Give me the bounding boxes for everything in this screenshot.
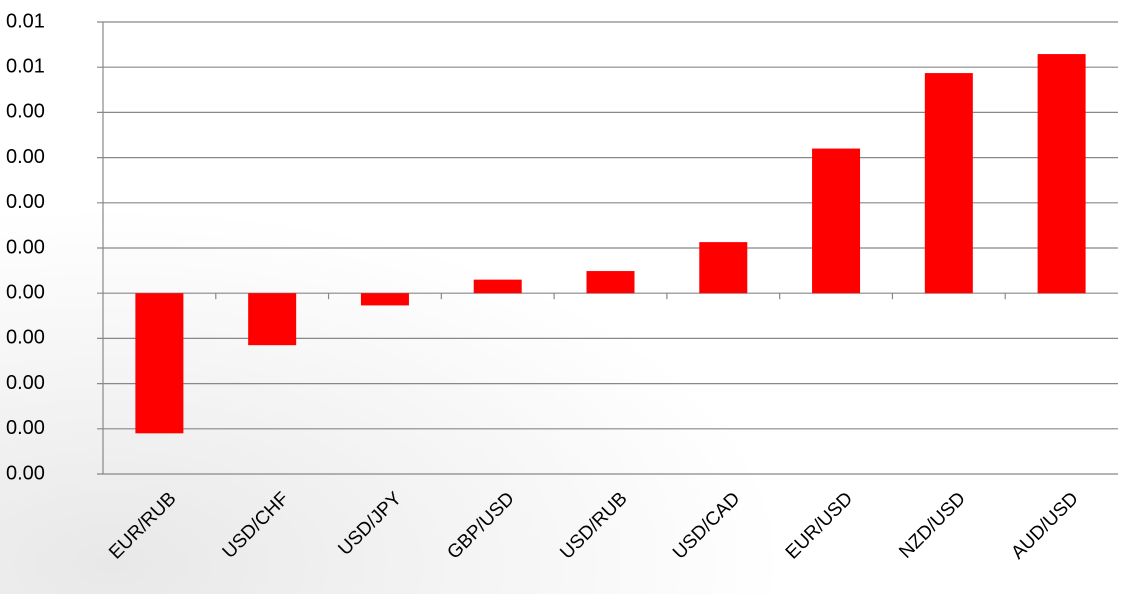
bar bbox=[135, 293, 184, 434]
bar bbox=[1037, 54, 1086, 294]
y-tick-label: 0.00 bbox=[6, 236, 45, 258]
y-tick-label: 0.00 bbox=[6, 101, 45, 123]
bar bbox=[473, 279, 522, 294]
y-tick-label: 0.00 bbox=[6, 372, 45, 394]
bar bbox=[699, 242, 748, 294]
y-tick-label: 0.00 bbox=[6, 281, 45, 303]
y-tick-label: 0.00 bbox=[6, 146, 45, 168]
y-tick-label: 0.01 bbox=[6, 10, 45, 32]
y-tick-label: 0.00 bbox=[6, 462, 45, 484]
bar bbox=[586, 271, 635, 294]
bar bbox=[360, 293, 409, 306]
bar bbox=[812, 148, 861, 294]
bar bbox=[248, 293, 297, 346]
y-tick-label: 0.00 bbox=[6, 191, 45, 213]
y-tick-label: 0.01 bbox=[6, 55, 45, 77]
y-tick-label: 0.00 bbox=[6, 417, 45, 439]
bar bbox=[924, 73, 973, 294]
y-tick-label: 0.00 bbox=[6, 327, 45, 349]
